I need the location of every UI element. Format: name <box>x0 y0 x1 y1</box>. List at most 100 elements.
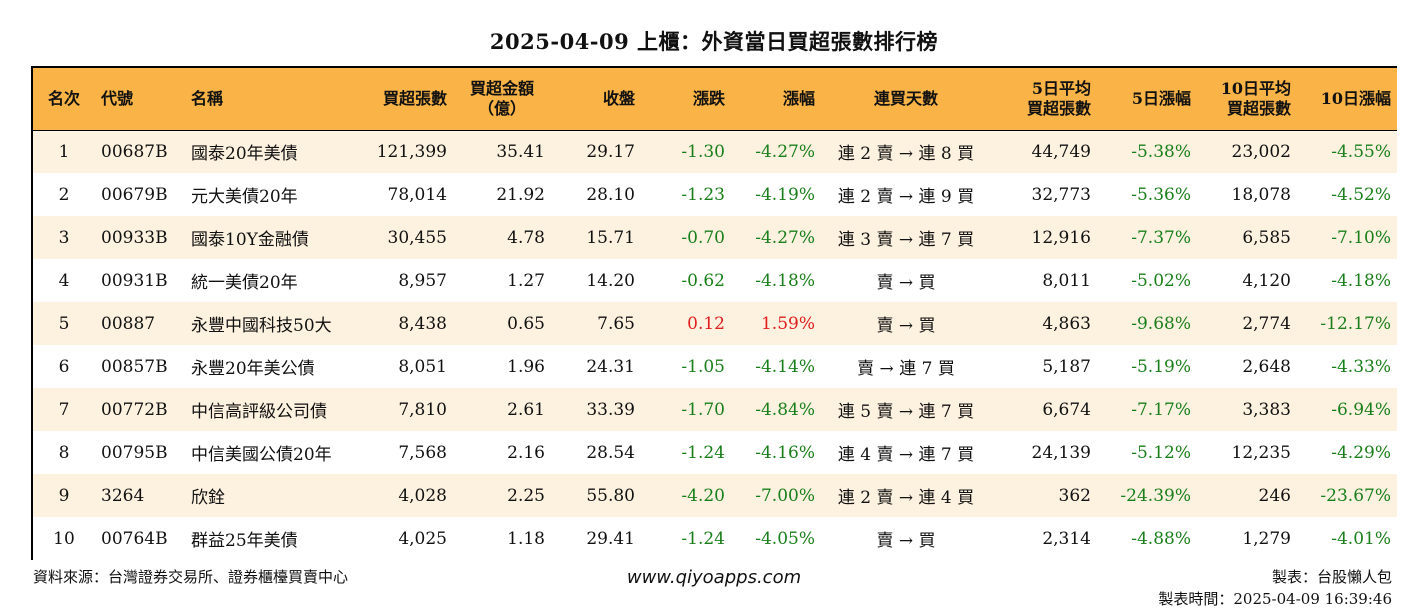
cell-avg10: 2,648 <box>1242 356 1291 377</box>
cell-close: 29.17 <box>586 141 635 162</box>
cell-avg5: 24,139 <box>1031 442 1091 463</box>
cell-streak: 連 2 賣 → 連 4 買 <box>837 488 975 508</box>
cell-name: 國泰10Y金融債 <box>191 230 309 250</box>
cell-name: 中信美國公債20年 <box>191 445 332 465</box>
cell-change: -0.62 <box>681 270 725 291</box>
cell-pct5: -24.39% <box>1120 485 1191 506</box>
header-net-buy-amount: 買超金額 （億） <box>453 68 551 131</box>
cell-net-buy-amount: 35.41 <box>496 141 545 162</box>
cell-pct10: -4.01% <box>1331 528 1391 549</box>
cell-pct5: -4.88% <box>1131 528 1191 549</box>
cell-avg5: 362 <box>1058 485 1091 506</box>
cell-name: 欣銓 <box>191 488 225 508</box>
cell-pct5: -7.37% <box>1131 227 1191 248</box>
cell-change-pct: 1.59% <box>760 313 815 334</box>
cell-change-pct: -4.18% <box>755 270 815 291</box>
cell-close: 33.39 <box>586 399 635 420</box>
cell-avg5: 8,011 <box>1042 270 1091 291</box>
cell-avg5: 12,916 <box>1031 227 1091 248</box>
cell-rank: 5 <box>58 313 70 334</box>
cell-pct10: -23.67% <box>1320 485 1391 506</box>
cell-name: 永豐20年美公債 <box>191 359 315 379</box>
cell-net-buy-lots: 78,014 <box>387 184 447 205</box>
cell-rank: 9 <box>58 485 70 506</box>
cell-change-pct: -4.05% <box>755 528 815 549</box>
maker-label: 製表：台股懶人包 <box>1271 568 1392 586</box>
cell-avg5: 32,773 <box>1031 184 1091 205</box>
cell-avg10: 1,279 <box>1242 528 1291 549</box>
cell-change-pct: -4.16% <box>755 442 815 463</box>
cell-code: 00887 <box>101 313 156 334</box>
cell-pct10: -4.33% <box>1331 356 1391 377</box>
table-row: 6 00857B 永豐20年美公債 8,051 1.96 24.31 -1.05 -4.14%… <box>33 345 1397 388</box>
cell-net-buy-lots: 7,810 <box>398 399 447 420</box>
cell-change: -1.24 <box>681 442 725 463</box>
cell-avg10: 3,383 <box>1242 399 1291 420</box>
cell-close: 28.54 <box>586 442 635 463</box>
header-net-buy-amount-line1: 買超金額 <box>469 78 534 98</box>
header-pct5: 5日漲幅 <box>1097 68 1197 131</box>
cell-avg10: 12,235 <box>1231 442 1291 463</box>
cell-avg10: 2,774 <box>1242 313 1291 334</box>
cell-net-buy-amount: 1.27 <box>507 270 545 291</box>
cell-streak: 連 2 賣 → 連 9 買 <box>837 187 975 207</box>
header-avg5-line2: 買超張數 <box>1026 98 1091 118</box>
header-change: 漲跌 <box>641 68 731 131</box>
header-close: 收盤 <box>551 68 641 131</box>
cell-avg10: 246 <box>1258 485 1291 506</box>
cell-rank: 7 <box>58 399 70 420</box>
cell-close: 14.20 <box>586 270 635 291</box>
cell-avg5: 2,314 <box>1042 528 1091 549</box>
cell-change: -1.30 <box>681 141 725 162</box>
cell-code: 00933B <box>101 227 168 248</box>
cell-net-buy-amount: 1.18 <box>507 528 545 549</box>
cell-net-buy-lots: 8,051 <box>398 356 447 377</box>
cell-net-buy-amount: 4.78 <box>507 227 545 248</box>
cell-pct5: -5.02% <box>1131 270 1191 291</box>
cell-streak: 連 2 賣 → 連 8 買 <box>837 144 975 165</box>
cell-change: -1.70 <box>681 399 725 420</box>
cell-name: 統一美債20年 <box>191 273 298 293</box>
cell-pct5: -5.19% <box>1131 356 1191 377</box>
header-name: 名稱 <box>181 68 353 131</box>
cell-pct5: -5.38% <box>1131 141 1191 162</box>
website-link[interactable]: www.qiyoapps.com <box>626 567 802 588</box>
table-row: 3 00933B 國泰10Y金融債 30,455 4.78 15.71 -0.70 -4.27… <box>33 216 1397 259</box>
cell-pct5: -9.68% <box>1131 313 1191 334</box>
cell-name: 群益25年美債 <box>191 531 298 551</box>
cell-close: 15.71 <box>586 227 635 248</box>
cell-pct5: -7.17% <box>1131 399 1191 420</box>
cell-close: 29.41 <box>586 528 635 549</box>
footer-meta: 製表：台股懶人包 製表時間：2025-04-09 16:39:46 <box>1158 566 1392 610</box>
cell-name: 中信高評級公司債 <box>191 402 327 422</box>
cell-net-buy-lots: 8,957 <box>398 270 447 291</box>
cell-pct10: -4.52% <box>1331 184 1391 205</box>
cell-net-buy-amount: 1.96 <box>507 356 545 377</box>
cell-avg10: 4,120 <box>1242 270 1291 291</box>
header-pct10: 10日漲幅 <box>1297 68 1397 131</box>
cell-net-buy-amount: 2.16 <box>507 442 545 463</box>
cell-code: 00857B <box>101 356 168 377</box>
made-time: 製表時間：2025-04-09 16:39:46 <box>1158 590 1392 608</box>
cell-net-buy-amount: 0.65 <box>507 313 545 334</box>
header-avg10: 10日平均 買超張數 <box>1197 68 1297 131</box>
cell-avg5: 6,674 <box>1042 399 1091 420</box>
cell-rank: 4 <box>58 270 70 291</box>
cell-change: -1.24 <box>681 528 725 549</box>
cell-streak: 賣 → 買 <box>876 531 936 551</box>
header-avg5: 5日平均 買超張數 <box>991 68 1097 131</box>
cell-rank: 1 <box>58 141 70 162</box>
cell-change: -1.23 <box>681 184 725 205</box>
header-change-pct: 漲幅 <box>731 68 821 131</box>
cell-code: 00795B <box>101 442 168 463</box>
cell-streak: 連 4 賣 → 連 7 買 <box>837 445 975 465</box>
table-row: 10 00764B 群益25年美債 4,025 1.18 29.41 -1.24 -4.05%… <box>33 517 1397 560</box>
cell-pct10: -6.94% <box>1331 399 1391 420</box>
table-row: 7 00772B 中信高評級公司債 7,810 2.61 33.39 -1.70 -4.84%… <box>33 388 1397 431</box>
cell-avg10: 18,078 <box>1231 184 1291 205</box>
cell-rank: 2 <box>58 184 70 205</box>
cell-net-buy-lots: 4,025 <box>398 528 447 549</box>
cell-pct10: -4.55% <box>1331 141 1391 162</box>
cell-pct10: -4.29% <box>1331 442 1391 463</box>
cell-streak: 賣 → 買 <box>876 316 936 336</box>
